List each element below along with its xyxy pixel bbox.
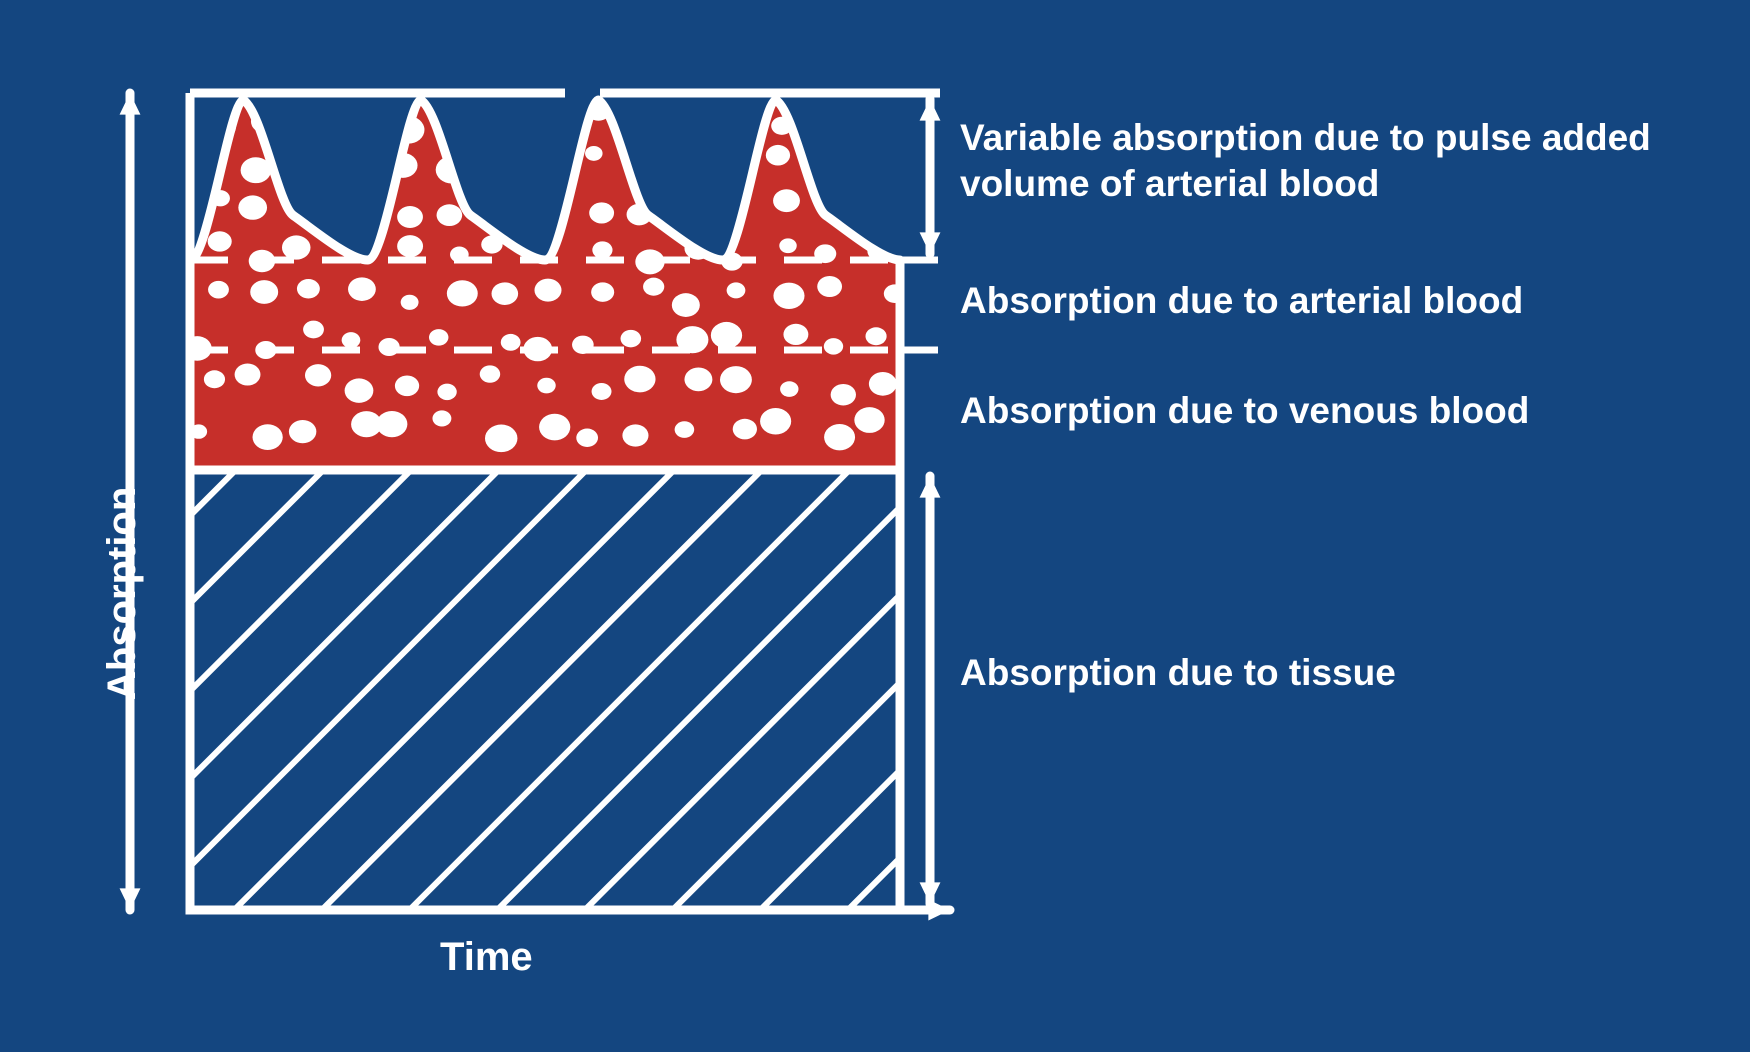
label-variable: Variable absorption due to pulse added v… <box>960 115 1720 208</box>
label-arterial: Absorption due to arterial blood <box>960 278 1523 324</box>
diagram-canvas: Absorption Time Variable absorption due … <box>0 0 1750 1052</box>
label-tissue: Absorption due to tissue <box>960 650 1396 696</box>
label-venous: Absorption due to venous blood <box>960 388 1529 434</box>
x-axis-label: Time <box>440 935 533 980</box>
y-axis-label: Absorption <box>100 487 145 700</box>
